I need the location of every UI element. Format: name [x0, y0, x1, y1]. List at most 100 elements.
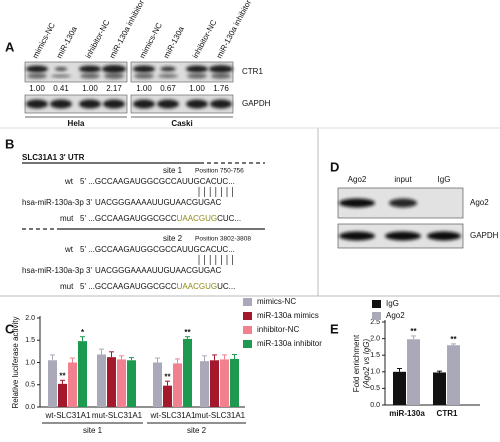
site-position: Position 3802-3808: [195, 236, 251, 243]
blot-strip: [24, 94, 128, 114]
bar: [230, 358, 239, 407]
bar: [200, 361, 209, 407]
legend-label: mimics-NC: [257, 297, 296, 306]
mirna-seq: UACGGGAAAAUUGUAACGUGAC: [95, 198, 221, 207]
blot-band: [339, 198, 375, 208]
lane-label: mimics-NC: [31, 21, 57, 60]
seq-label: mut: [60, 282, 74, 291]
ratio-label: 1.00: [136, 84, 152, 93]
site-position: Position 750-756: [195, 168, 244, 175]
blot-band: [211, 73, 231, 79]
blot-band: [104, 73, 124, 79]
ratio-label: 2.17: [106, 84, 122, 93]
legend-label: inhibitor-NC: [257, 325, 299, 334]
significance: **: [184, 328, 191, 337]
x-tick-label: wt-SLC31A1: [150, 411, 196, 420]
x-tick-label: CTR1: [437, 409, 458, 418]
blot-strip: [130, 61, 234, 83]
y-tick-label: 1.0: [370, 369, 380, 376]
mirna-seq: UACGGGAAAAUUGUAACGUGAC: [95, 266, 221, 275]
ratio-label: 1.00: [29, 84, 45, 93]
legend-label: miR-130a inhibitor: [257, 339, 322, 348]
blot-band: [79, 65, 101, 73]
wt-seq: 5' ...GCCAAGAUGGCGCCAUUGCACUC...: [80, 177, 235, 186]
bar: [97, 354, 106, 407]
cell-label: Caski: [171, 119, 192, 128]
blot-strip: [24, 61, 128, 83]
blot-band: [50, 99, 72, 109]
bar: [220, 359, 229, 407]
y-tick-label: 1.0: [25, 359, 35, 366]
y-tick-label: 0.5: [370, 385, 380, 392]
group-label: site 1: [83, 426, 103, 435]
blot-band: [339, 231, 375, 241]
ratio-label: 1.00: [189, 84, 205, 93]
significance: **: [450, 335, 457, 344]
site-name: site 1: [163, 166, 183, 175]
legend-swatch: [243, 312, 252, 320]
seq-label: wt: [64, 177, 74, 186]
blot-strip: [130, 94, 234, 114]
legend-swatch: [372, 312, 381, 320]
legend-swatch: [243, 340, 252, 348]
blot-band: [208, 65, 234, 73]
lane-label: miR-130a: [162, 25, 186, 60]
blot-band: [158, 74, 178, 78]
mut-seq-part: 5' ...GCCAAGAUGGCGCC: [80, 282, 177, 291]
y-tick-label: 2.5: [370, 319, 380, 326]
blot-band: [26, 65, 48, 73]
blot-band: [51, 74, 71, 78]
y-tick-label: 1.5: [370, 352, 380, 359]
bar: [58, 383, 67, 407]
mut-seq-core: UAACGUG: [177, 282, 217, 291]
legend-swatch: [372, 300, 381, 308]
mut-seq-part: CUC...: [217, 214, 241, 223]
blot-band: [210, 99, 232, 109]
panel-letter: E: [330, 321, 339, 336]
blot-band: [133, 65, 155, 73]
bar: [163, 385, 172, 407]
x-tick-label: wt-SLC31A1: [45, 411, 91, 420]
bar: [393, 371, 406, 405]
band-label: Ago2: [470, 198, 489, 207]
legend-swatch: [243, 326, 252, 334]
x-tick-label: mut-SLC31A1: [92, 411, 143, 420]
y-axis-label: (Ago2 vs IgG): [362, 338, 371, 388]
blot-band: [103, 99, 125, 109]
bar: [173, 363, 182, 407]
panel-letter: A: [5, 39, 15, 54]
y-tick-label: 0.0: [25, 404, 35, 411]
blot-band: [187, 73, 207, 79]
seq-label: wt: [64, 245, 74, 254]
bar: [107, 357, 116, 407]
bar: [68, 362, 77, 407]
bar: [78, 341, 87, 407]
y-tick-label: 0.0: [370, 402, 380, 409]
mut-seq: 5' ...GCCAAGAUGGCGCCUAACGUGCUC...: [80, 214, 241, 223]
legend-label: Ago2: [386, 311, 405, 320]
lane-label: inhibitor-NC: [191, 18, 219, 60]
blot-band: [157, 99, 179, 109]
panel-letter: D: [330, 159, 339, 174]
cell-label: Hela: [68, 119, 85, 128]
band-label: GAPDH: [242, 99, 271, 108]
blot-band: [134, 73, 154, 79]
ratio-label: 1.00: [82, 84, 98, 93]
bar: [153, 362, 162, 407]
ratio-label: 0.67: [160, 84, 176, 93]
utr-title: SLC31A1 3' UTR: [22, 153, 85, 162]
blot-band: [133, 99, 155, 109]
bar: [127, 360, 136, 407]
lane-label: input: [394, 175, 412, 184]
lane-label: IgG: [438, 175, 451, 184]
blot-band: [385, 231, 421, 241]
bar: [407, 339, 420, 405]
lane-label: inhibitor-NC: [84, 18, 112, 60]
blot-band: [26, 99, 48, 109]
bar: [433, 372, 446, 405]
legend-label: miR-130a mimics: [257, 311, 319, 320]
bar: [48, 360, 57, 407]
band-label: GAPDH: [470, 231, 499, 240]
blot-band: [186, 99, 208, 109]
y-tick-label: 2.0: [370, 335, 380, 342]
